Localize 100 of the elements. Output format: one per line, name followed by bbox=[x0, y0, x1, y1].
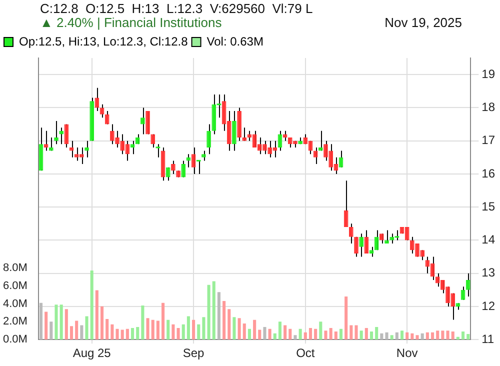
bar bbox=[106, 318, 109, 340]
bar bbox=[420, 333, 424, 340]
bar bbox=[116, 328, 119, 340]
bar bbox=[130, 328, 134, 340]
bar bbox=[54, 304, 58, 340]
bar bbox=[350, 325, 353, 340]
bar bbox=[324, 330, 328, 340]
y-tick-label: 12 bbox=[482, 298, 496, 313]
bar bbox=[462, 332, 465, 340]
bar bbox=[120, 330, 124, 340]
bar bbox=[380, 333, 384, 340]
bar bbox=[186, 316, 190, 340]
bar bbox=[202, 317, 206, 340]
y-tick-label: 16 bbox=[482, 166, 496, 180]
bar bbox=[314, 328, 318, 340]
legend-label: Vol: 0.63M bbox=[206, 34, 264, 48]
y-tick-label: 13 bbox=[482, 266, 496, 280]
legend-label: Op:12.5, Hi:13, Lo:12.3, Cl:12.8 bbox=[19, 34, 188, 48]
y-tick-label: 17 bbox=[482, 133, 496, 148]
candlestick bbox=[232, 110, 236, 152]
y2-tick-label: 2.0M bbox=[2, 316, 28, 328]
bar bbox=[385, 332, 388, 340]
bar bbox=[294, 335, 297, 340]
chart-subtitle: ▲ 2.40% | Financial Institutions bbox=[40, 15, 222, 30]
bar bbox=[50, 322, 53, 340]
bar bbox=[110, 324, 114, 340]
bar bbox=[339, 328, 343, 340]
candlestick bbox=[359, 233, 364, 258]
bar bbox=[85, 316, 88, 340]
x-tick-label: Nov bbox=[396, 346, 418, 360]
bar bbox=[370, 332, 374, 340]
bar bbox=[308, 328, 312, 340]
bar bbox=[232, 317, 236, 340]
y-tick-label: 18 bbox=[482, 100, 496, 114]
bar bbox=[156, 320, 160, 340]
y2-tick-label: 0.0M bbox=[2, 334, 28, 346]
bar bbox=[80, 325, 84, 340]
bar bbox=[75, 320, 78, 340]
bar bbox=[126, 328, 129, 340]
candlestick bbox=[242, 127, 247, 142]
bar bbox=[258, 330, 262, 340]
bar bbox=[90, 270, 94, 340]
bar bbox=[344, 296, 348, 340]
candlestick bbox=[155, 144, 161, 158]
bar bbox=[136, 327, 140, 340]
y2-tick-label: 4.0M bbox=[2, 298, 28, 310]
candlestick bbox=[282, 130, 288, 142]
bar bbox=[268, 328, 272, 340]
bar bbox=[400, 330, 404, 340]
bar bbox=[278, 322, 282, 340]
candlestick bbox=[54, 120, 58, 145]
bar bbox=[430, 332, 434, 340]
candlestick bbox=[354, 236, 358, 258]
bar bbox=[217, 292, 220, 340]
candlestick bbox=[146, 110, 150, 135]
bar bbox=[39, 302, 43, 340]
bar bbox=[263, 327, 266, 340]
bar bbox=[451, 332, 454, 340]
x-tick-label: Oct bbox=[296, 346, 316, 360]
y-tick-label: 14 bbox=[482, 232, 496, 247]
bar bbox=[284, 325, 287, 340]
candlestick bbox=[349, 223, 354, 244]
candlestick bbox=[171, 160, 176, 174]
bar bbox=[228, 309, 231, 340]
bar bbox=[151, 320, 154, 340]
candlestick bbox=[466, 272, 470, 298]
bar bbox=[192, 320, 196, 340]
bar bbox=[162, 302, 165, 340]
bar bbox=[248, 328, 251, 340]
candlestick bbox=[140, 107, 145, 135]
bar bbox=[319, 322, 322, 340]
candlestick bbox=[394, 230, 400, 241]
bar bbox=[436, 330, 440, 340]
bar bbox=[95, 290, 98, 340]
bar bbox=[288, 328, 292, 340]
candlestick bbox=[384, 230, 389, 244]
candlestick bbox=[181, 160, 186, 178]
candlestick bbox=[206, 124, 211, 155]
bar bbox=[410, 333, 414, 340]
bar bbox=[253, 320, 256, 340]
bar bbox=[298, 328, 302, 340]
bar bbox=[304, 332, 307, 340]
bar bbox=[456, 336, 460, 340]
candlestick bbox=[84, 140, 89, 158]
bar bbox=[176, 328, 180, 340]
bar bbox=[334, 332, 338, 340]
bar bbox=[446, 330, 450, 340]
bar bbox=[64, 309, 68, 340]
bar bbox=[242, 323, 246, 340]
y2-tick-label: 6.0M bbox=[2, 280, 28, 292]
bar bbox=[146, 318, 150, 340]
bar bbox=[354, 325, 358, 340]
candlestick bbox=[44, 130, 48, 152]
chart-title: C:12.8 O:12.5 H:13 L:12.3 V:629560 Vl:79 L bbox=[40, 1, 313, 16]
bar bbox=[395, 332, 398, 340]
y2-tick-label: 8.0M bbox=[2, 262, 28, 274]
y-tick-label: 11 bbox=[482, 332, 494, 346]
bar bbox=[182, 324, 185, 340]
bar bbox=[238, 318, 241, 340]
bar bbox=[197, 324, 200, 340]
